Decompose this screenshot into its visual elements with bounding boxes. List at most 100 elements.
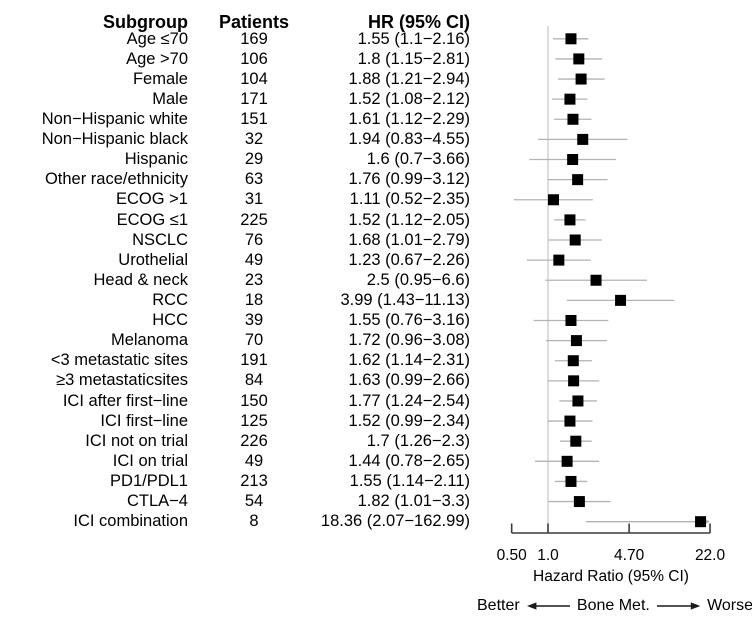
patients-column: 169 106 104 171 151 32 29 63 31 225 76 49 23 18 39 70 19… — [212, 29, 296, 532]
hr-marker — [565, 33, 577, 45]
patients-cell: 191 — [240, 351, 268, 370]
subgroup-cell: Male — [152, 89, 188, 108]
hr-marker — [572, 395, 584, 407]
patients-cell: 76 — [244, 230, 264, 249]
hr-ci-cell: 1.62 (1.14−2.31) — [348, 351, 470, 370]
hr-marker — [565, 475, 577, 487]
hr-ci-cell: 1.72 (0.96−3.08) — [348, 331, 470, 350]
patients-cell: 169 — [240, 29, 268, 48]
hr-marker — [564, 214, 576, 226]
hr-marker — [567, 355, 579, 367]
patients-cell: 29 — [244, 150, 264, 169]
patients-cell: 39 — [244, 311, 264, 330]
subgroup-column: Age ≤70 Age >70 Female Male Non−Hispanic whi… — [0, 29, 188, 532]
hr-marker — [573, 53, 585, 65]
hr-ci-cell: 2.5 (0.95−6.6) — [366, 270, 470, 289]
hr-ci-cell: 1.7 (1.26−2.3) — [366, 431, 470, 450]
hr-ci-cell: 1.76 (0.99−3.12) — [348, 170, 470, 189]
subgroup-cell: CTLA−4 — [127, 492, 188, 511]
hr-ci-cell: 1.94 (0.83−4.55) — [348, 130, 470, 149]
patients-cell: 49 — [244, 250, 264, 269]
hr-marker — [565, 314, 577, 326]
right-arrow-icon — [656, 602, 701, 610]
hr-ci-cell: 1.52 (0.99−2.34) — [348, 411, 470, 430]
patients-cell: 31 — [244, 190, 264, 209]
hr-marker — [547, 194, 559, 206]
patients-cell: 32 — [244, 130, 264, 149]
column-header-patients: Patients — [218, 12, 290, 32]
hr-marker — [570, 335, 582, 347]
direction-better-label: Better — [477, 597, 520, 614]
subgroup-cell: Female — [132, 69, 188, 88]
patients-cell: 63 — [244, 170, 264, 189]
hr-ci-cell: 3.99 (1.43−11.13) — [340, 291, 470, 310]
patients-cell: 106 — [240, 49, 268, 68]
patients-cell: 18 — [244, 291, 264, 310]
hr-ci-cell: 1.23 (0.67−2.26) — [348, 250, 470, 269]
subgroup-cell: PD1/PDL1 — [110, 472, 188, 490]
hr-marker — [695, 516, 707, 528]
x-tick-label: 22.0 — [695, 547, 726, 564]
subgroup-cell: RCC — [152, 291, 188, 310]
hr-marker — [570, 435, 582, 447]
hr-ci-cell: 1.61 (1.12−2.29) — [348, 110, 470, 129]
patients-cell: 151 — [240, 110, 268, 129]
x-axis-title: Hazard Ratio (95% CI) — [533, 568, 689, 585]
left-arrow-icon — [526, 602, 570, 610]
hr-marker — [568, 375, 580, 387]
patients-cell: 8 — [249, 512, 259, 531]
hr-marker — [564, 415, 576, 427]
hr-marker — [572, 174, 584, 186]
patients-cell: 70 — [244, 331, 264, 350]
subgroup-cell: ECOG >1 — [116, 190, 188, 209]
hr-marker — [573, 496, 585, 508]
patients-cell: 171 — [240, 89, 268, 108]
hr-ci-cell: 1.8 (1.15−2.81) — [357, 49, 470, 68]
x-tick-label: 0.50 — [497, 547, 528, 564]
patients-cell: 54 — [244, 492, 264, 511]
hr-marker — [590, 274, 602, 286]
hr-ci-cell: 1.77 (1.24−2.54) — [348, 391, 470, 410]
patients-cell: 23 — [244, 270, 264, 289]
hr-column: 1.55 (1.1−2.16) 1.8 (1.15−2.81) 1.88 (1.21… — [320, 29, 470, 532]
column-header-subgroup: Subgroup — [103, 12, 188, 32]
hr-ci-cell: 1.52 (1.08−2.12) — [348, 89, 470, 108]
x-tick-label: 1.0 — [537, 547, 559, 564]
hr-ci-cell: 1.55 (0.76−3.16) — [348, 311, 470, 330]
hr-marker — [615, 294, 627, 306]
hr-ci-cell: 1.63 (0.99−2.66) — [348, 371, 470, 390]
hr-ci-cell: 1.55 (1.1−2.16) — [357, 29, 470, 48]
subgroup-cell: ≥3 metastaticsites — [56, 371, 188, 390]
subgroup-cell: ICI after first−line — [62, 391, 188, 410]
subgroup-cell: ICI not on trial — [85, 431, 188, 450]
hr-marker — [553, 254, 565, 266]
hr-marker — [575, 73, 587, 85]
subgroup-cell: ICI first−line — [100, 411, 188, 430]
hr-ci-cell: 18.36 (2.07−162.99) — [320, 512, 470, 531]
subgroup-cell: HCC — [152, 311, 188, 330]
hr-ci-cell: 1.6 (0.7−3.66) — [366, 150, 470, 169]
subgroup-cell: ICI combination — [73, 512, 188, 531]
hr-marker — [561, 455, 573, 467]
subgroup-cell: NSCLC — [132, 230, 188, 249]
patients-cell: 84 — [244, 371, 264, 390]
hr-ci-cell: 1.11 (0.52−2.35) — [349, 190, 470, 209]
patients-cell: 104 — [240, 69, 268, 88]
direction-worse-label: Worse — [707, 597, 752, 614]
patients-cell: 49 — [244, 451, 264, 470]
subgroup-cell: Non−Hispanic white — [41, 110, 188, 129]
hr-ci-cell: 1.44 (0.78−2.65) — [348, 451, 470, 470]
subgroup-cell: Other race/ethnicity — [44, 170, 188, 189]
patients-cell: 225 — [240, 210, 268, 229]
subgroup-cell: Hispanic — [124, 150, 188, 169]
hr-marker — [567, 113, 579, 125]
hr-ci-cell: 1.68 (1.01−2.79) — [348, 230, 470, 249]
direction-legend: Better Bone Met. Worse — [477, 595, 752, 617]
patients-cell: 213 — [240, 472, 268, 490]
hr-marker — [577, 133, 589, 145]
subgroup-cell: ICI on trial — [112, 451, 188, 470]
hr-marker — [564, 93, 576, 105]
hr-ci-cell: 1.52 (1.12−2.05) — [348, 210, 470, 229]
